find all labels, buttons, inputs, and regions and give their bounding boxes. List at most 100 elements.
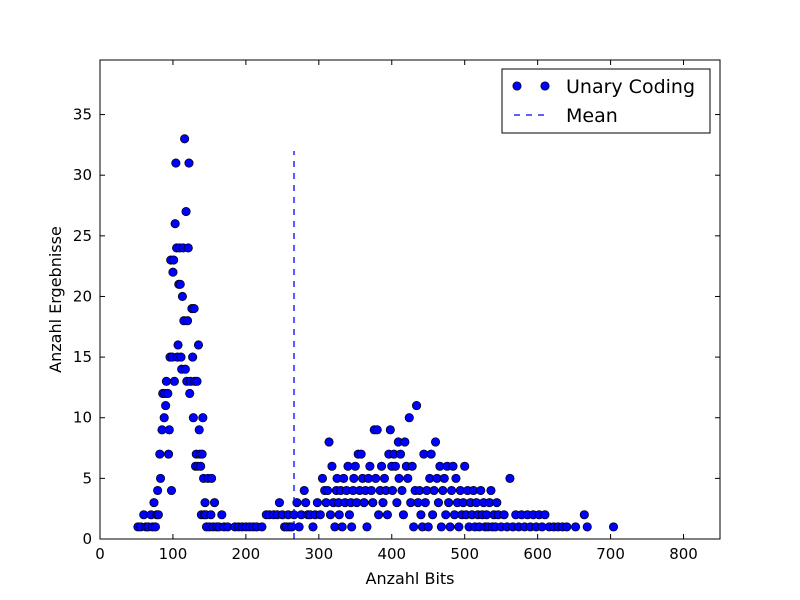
data-point — [404, 413, 414, 423]
data-point — [315, 510, 325, 520]
data-point — [196, 461, 206, 471]
y-axis-ticks: 0 5 10 15 20 25 30 35 — [73, 106, 720, 548]
data-point — [299, 485, 309, 496]
data-point — [492, 498, 502, 508]
data-point — [180, 134, 190, 144]
data-point — [398, 510, 408, 520]
data-point — [385, 425, 395, 435]
data-points-layer — [133, 134, 619, 532]
data-point — [155, 473, 166, 483]
data-point — [562, 522, 572, 532]
x-tick-label: 500 — [450, 545, 479, 563]
data-point — [445, 522, 455, 532]
data-point — [185, 388, 195, 399]
legend-label-unary-coding: Unary Coding — [566, 76, 695, 98]
plot-frame — [99, 59, 721, 540]
data-point — [180, 364, 190, 374]
data-point — [378, 498, 388, 508]
x-tick-label: 100 — [159, 545, 188, 563]
axes-box — [99, 59, 721, 540]
data-point — [169, 376, 179, 386]
data-point — [153, 485, 163, 496]
data-point — [579, 510, 589, 520]
data-point — [400, 437, 410, 447]
data-point — [438, 485, 448, 496]
data-point — [486, 485, 496, 496]
data-point — [359, 498, 369, 508]
data-point — [362, 522, 372, 532]
data-point — [371, 473, 381, 483]
x-tick-label: 0 — [95, 545, 105, 563]
data-point — [207, 473, 217, 483]
x-axis-ticks: 0 100 200 300 400 500 600 700 800 — [95, 60, 698, 563]
data-point — [394, 473, 404, 483]
data-point — [476, 485, 486, 496]
data-point — [439, 473, 449, 483]
data-point — [366, 485, 376, 496]
data-point — [349, 473, 359, 483]
data-point — [409, 522, 419, 532]
data-point — [193, 340, 204, 350]
data-point — [372, 425, 382, 435]
data-point — [159, 413, 169, 423]
data-point — [377, 461, 387, 471]
data-point — [301, 498, 311, 508]
legend-label-mean: Mean — [566, 105, 618, 127]
data-point — [356, 449, 366, 459]
data-point — [168, 267, 178, 277]
data-point — [197, 449, 207, 459]
data-point — [164, 425, 174, 435]
data-point — [368, 498, 378, 508]
y-tick-label: 30 — [73, 166, 92, 184]
x-tick-label: 700 — [596, 545, 625, 563]
data-point — [161, 376, 171, 386]
data-point — [420, 498, 430, 508]
data-point — [382, 510, 392, 520]
data-point — [325, 510, 336, 520]
data-point — [460, 461, 470, 471]
data-point — [198, 413, 208, 423]
data-point — [571, 522, 581, 532]
data-point — [416, 510, 426, 520]
data-point — [177, 291, 187, 302]
data-point — [392, 498, 402, 508]
data-point — [426, 449, 436, 459]
data-point — [189, 304, 199, 314]
data-point — [181, 207, 191, 217]
data-point — [454, 522, 464, 532]
data-point — [324, 437, 334, 447]
data-point — [292, 498, 302, 508]
data-point — [327, 461, 337, 471]
legend-marker-unary-coding — [540, 81, 550, 91]
x-tick-label: 600 — [523, 545, 552, 563]
data-point — [294, 522, 304, 532]
data-point — [430, 437, 441, 447]
data-point — [403, 473, 413, 483]
data-point — [188, 413, 198, 423]
legend-marker-unary-coding — [512, 81, 522, 91]
y-axis-label: Anzahl Ergebnisse — [46, 226, 65, 373]
data-point — [312, 498, 322, 508]
data-point — [540, 510, 550, 520]
data-point — [166, 485, 177, 496]
x-tick-label: 400 — [377, 545, 406, 563]
legend-box — [501, 68, 711, 134]
data-point — [339, 473, 349, 483]
data-point — [412, 401, 422, 411]
data-point — [499, 510, 509, 520]
data-point — [350, 461, 360, 471]
data-point — [171, 158, 181, 168]
data-point — [365, 461, 375, 471]
data-point — [308, 522, 318, 532]
data-point — [161, 401, 171, 411]
data-point — [451, 473, 461, 483]
data-point — [164, 449, 174, 459]
y-tick-label: 10 — [73, 409, 92, 427]
data-point — [257, 522, 267, 532]
y-tick-label: 5 — [82, 469, 92, 487]
data-point — [436, 522, 446, 532]
data-point — [337, 522, 347, 532]
data-point — [429, 485, 439, 496]
data-point — [334, 510, 344, 520]
data-point — [433, 498, 443, 508]
